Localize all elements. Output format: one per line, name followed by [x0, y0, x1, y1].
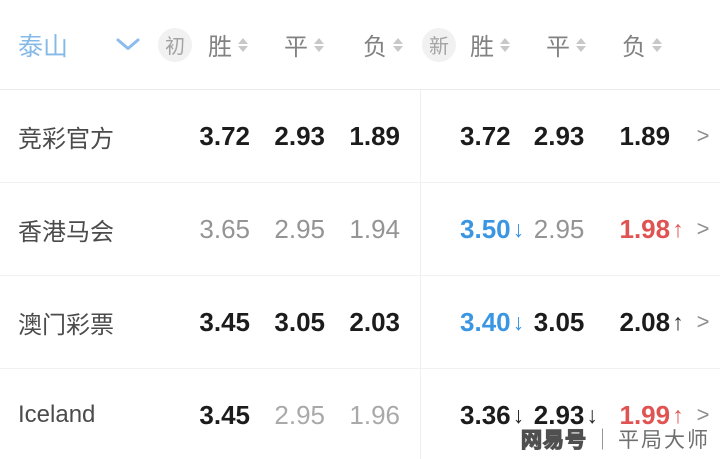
sort-header-latest-draw[interactable]: 平: [510, 27, 586, 62]
column-label: 负: [363, 34, 387, 61]
sort-header-initial-draw[interactable]: 平: [248, 27, 324, 62]
bookmaker-name: 澳门彩票: [18, 311, 114, 339]
initial-win-odds: 3.65: [199, 213, 250, 244]
bookmaker-row[interactable]: 竞彩官方 3.72 2.93 1.89 3.72 2.93 1.89 >: [0, 90, 720, 183]
sort-arrows-icon: [393, 37, 403, 52]
sort-arrows-icon: [652, 37, 662, 52]
initial-draw-odds: 2.93: [274, 120, 325, 151]
trend-arrow-icon: ↓: [512, 401, 525, 428]
initial-odds-badge-label: 初: [165, 36, 185, 58]
sort-header-latest-win[interactable]: 胜: [456, 27, 510, 62]
initial-draw-odds: 2.95: [274, 213, 325, 244]
bookmaker-row[interactable]: Iceland 3.45 2.95 1.96 3.36 ↓ 2.93 ↓ 1.99 ↑…: [0, 369, 720, 459]
odds-value: 1.99: [619, 399, 671, 430]
initial-lose-odds: 2.03: [349, 306, 400, 337]
sort-arrows-icon: [238, 37, 248, 52]
latest-draw-odds: 2.93: [527, 121, 601, 152]
column-label: 平: [546, 34, 570, 61]
latest-lose-odds: 1.98 ↑: [600, 214, 686, 245]
bookmaker-rows: 竞彩官方 3.72 2.93 1.89 3.72 2.93 1.89 > 香港马…: [0, 90, 720, 459]
bookmaker-name: Iceland: [18, 401, 96, 428]
row-detail-chevron-icon[interactable]: >: [696, 402, 710, 427]
column-label: 胜: [208, 34, 232, 61]
trend-arrow-icon: ↓: [512, 308, 525, 335]
latest-win-odds: 3.50 ↓: [421, 214, 527, 245]
initial-odds-badge: 初: [158, 27, 192, 62]
odds-table-header: 泰山 初 胜 平 负 新: [0, 0, 720, 90]
initial-lose-odds: 1.89: [349, 120, 400, 151]
initial-draw-odds: 3.05: [274, 306, 325, 337]
odds-value: 3.72: [460, 120, 511, 151]
odds-value: 3.05: [533, 306, 585, 337]
odds-value: 3.36: [460, 399, 511, 430]
trend-arrow-icon: ↑: [672, 401, 684, 428]
row-latest-section: 3.50 ↓ 2.95 1.98 ↑ >: [420, 183, 720, 275]
trend-arrow-icon: ↓: [512, 215, 525, 242]
latest-draw-odds: 2.95: [527, 214, 601, 245]
odds-value: 2.95: [533, 213, 585, 244]
odds-value: 3.40: [460, 306, 511, 337]
initial-win-odds: 3.72: [199, 120, 250, 151]
sort-header-initial-win[interactable]: 胜: [192, 27, 248, 62]
odds-value: 2.93: [533, 120, 585, 151]
row-initial-section: 香港马会 3.65 2.95 1.94: [0, 183, 420, 275]
odds-value: 3.50: [460, 213, 511, 244]
row-latest-section: 3.72 2.93 1.89 >: [420, 90, 720, 182]
odds-value: 2.08: [619, 306, 671, 337]
row-detail-chevron-icon[interactable]: >: [696, 123, 710, 148]
latest-lose-odds: 1.99 ↑: [600, 400, 686, 431]
row-initial-section: 澳门彩票 3.45 3.05 2.03: [0, 276, 420, 368]
column-label: 平: [284, 34, 308, 61]
header-latest-section: 新 胜 平 负: [420, 27, 720, 62]
trend-arrow-icon: ↑: [672, 215, 684, 242]
initial-win-odds: 3.45: [199, 306, 250, 337]
sort-arrows-icon: [500, 37, 510, 52]
team-name: 泰山: [18, 32, 69, 61]
team-selector[interactable]: 泰山: [18, 27, 140, 63]
latest-win-odds: 3.36 ↓: [421, 400, 527, 431]
trend-arrow-icon: ↑: [672, 308, 684, 335]
odds-value: 2.93: [533, 399, 585, 430]
latest-lose-odds: 2.08 ↑: [600, 307, 686, 338]
bookmaker-name: 香港马会: [18, 218, 114, 246]
row-initial-section: Iceland 3.45 2.95 1.96: [0, 369, 420, 459]
bookmaker-name: 竞彩官方: [18, 125, 114, 153]
trend-arrow-icon: ↓: [586, 401, 598, 428]
bookmaker-row[interactable]: 澳门彩票 3.45 3.05 2.03 3.40 ↓ 3.05 2.08 ↑ >: [0, 276, 720, 369]
column-label: 胜: [470, 34, 494, 61]
sort-header-latest-lose[interactable]: 负: [586, 27, 662, 62]
sort-arrows-icon: [576, 37, 586, 52]
chevron-down-icon: [116, 38, 140, 50]
row-detail-chevron-icon[interactable]: >: [696, 309, 710, 334]
odds-value: 1.98: [619, 213, 671, 244]
row-latest-section: 3.40 ↓ 3.05 2.08 ↑ >: [420, 276, 720, 368]
initial-draw-odds: 2.95: [274, 399, 325, 430]
initial-lose-odds: 1.96: [349, 399, 400, 430]
latest-odds-badge-label: 新: [429, 36, 449, 58]
column-label: 负: [622, 34, 646, 61]
sort-header-initial-lose[interactable]: 负: [324, 27, 403, 62]
sort-arrows-icon: [314, 37, 324, 52]
latest-win-odds: 3.72: [421, 121, 527, 152]
latest-draw-odds: 3.05: [527, 307, 601, 338]
latest-odds-badge: 新: [422, 27, 456, 62]
latest-win-odds: 3.40 ↓: [421, 307, 527, 338]
odds-value: 1.89: [619, 120, 671, 151]
initial-lose-odds: 1.94: [349, 213, 400, 244]
row-latest-section: 3.36 ↓ 2.93 ↓ 1.99 ↑ >: [420, 369, 720, 459]
bookmaker-row[interactable]: 香港马会 3.65 2.95 1.94 3.50 ↓ 2.95 1.98 ↑ >: [0, 183, 720, 276]
initial-win-odds: 3.45: [199, 399, 250, 430]
row-detail-chevron-icon[interactable]: >: [696, 216, 710, 241]
latest-lose-odds: 1.89: [600, 121, 686, 152]
row-initial-section: 竞彩官方 3.72 2.93 1.89: [0, 90, 420, 182]
latest-draw-odds: 2.93 ↓: [527, 400, 601, 431]
header-initial-section: 泰山 初 胜 平 负: [0, 27, 420, 63]
